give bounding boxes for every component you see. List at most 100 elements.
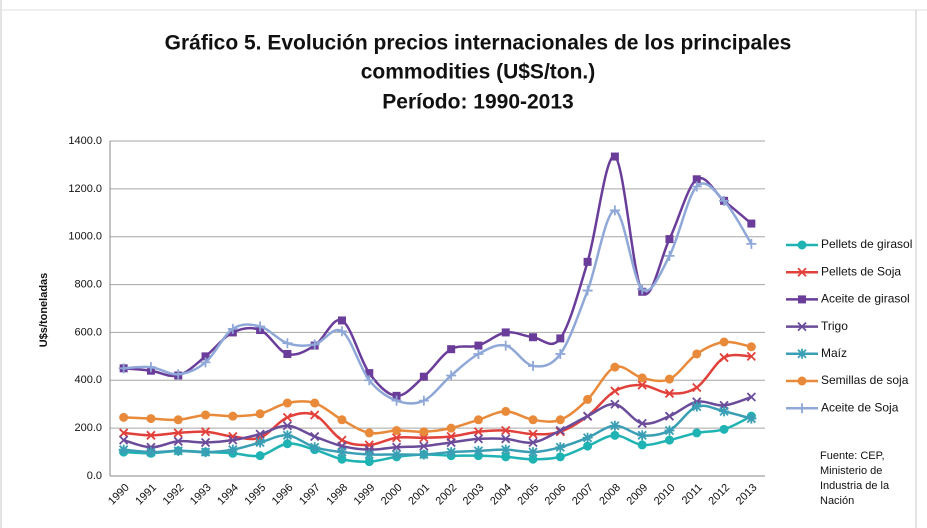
- marker: [310, 431, 320, 442]
- legend-label: Aceite de Soja: [821, 400, 899, 414]
- y-tick-label: 1000.0: [68, 231, 102, 243]
- marker: [583, 394, 593, 404]
- marker: [637, 440, 647, 450]
- marker: [746, 342, 756, 352]
- marker: [582, 432, 593, 443]
- marker: [309, 442, 320, 453]
- marker: [500, 340, 511, 351]
- marker: [637, 430, 648, 441]
- marker: [200, 437, 211, 448]
- marker: [337, 316, 346, 325]
- marker: [255, 321, 266, 332]
- marker: [691, 401, 702, 412]
- marker: [692, 382, 702, 393]
- marker: [118, 444, 129, 455]
- marker: [283, 349, 292, 358]
- source: Ministerio de: [820, 465, 882, 477]
- marker: [582, 411, 593, 421]
- marker: [446, 370, 457, 381]
- marker: [310, 410, 320, 420]
- marker: [719, 406, 730, 417]
- marker: [336, 326, 347, 337]
- marker: [528, 429, 538, 439]
- marker: [555, 442, 566, 453]
- marker: [609, 420, 620, 431]
- marker: [364, 449, 375, 460]
- marker: [555, 415, 565, 425]
- legend-marker: [797, 403, 807, 414]
- marker: [473, 415, 483, 425]
- marker: [528, 454, 538, 464]
- marker: [255, 409, 265, 419]
- legend-label: Maíz: [821, 346, 847, 360]
- marker: [364, 375, 375, 386]
- legend-marker: [797, 376, 807, 386]
- series-line: [123, 395, 752, 451]
- marker: [637, 380, 647, 390]
- source: Nación: [820, 495, 854, 507]
- series: [119, 392, 756, 455]
- marker: [746, 392, 756, 402]
- marker: [173, 428, 183, 438]
- y-tick-label: 0.0: [87, 470, 102, 482]
- marker: [391, 449, 402, 460]
- marker: [447, 345, 456, 354]
- marker: [692, 349, 702, 359]
- marker: [474, 341, 483, 350]
- marker: [528, 415, 538, 425]
- marker: [392, 426, 402, 436]
- marker: [664, 425, 675, 436]
- marker: [227, 323, 238, 334]
- marker: [364, 428, 374, 438]
- marker: [419, 427, 429, 437]
- marker: [446, 437, 456, 448]
- marker: [692, 175, 701, 184]
- marker: [145, 447, 156, 458]
- y-tick-label: 1400.0: [68, 135, 102, 147]
- marker: [528, 360, 539, 371]
- marker: [664, 411, 675, 421]
- marker: [419, 441, 429, 451]
- marker: [556, 334, 565, 343]
- series-line: [123, 353, 752, 447]
- marker: [637, 418, 647, 428]
- marker: [200, 427, 211, 437]
- marker: [255, 429, 265, 439]
- marker: [255, 451, 265, 461]
- marker: [501, 425, 511, 436]
- marker: [746, 238, 757, 249]
- y-tick-label: 600.0: [74, 326, 102, 338]
- marker: [501, 328, 510, 337]
- marker: [337, 415, 347, 425]
- marker: [200, 447, 211, 458]
- marker: [227, 444, 238, 455]
- legend-label: Pellets de girasol: [821, 237, 912, 251]
- marker: [529, 333, 538, 342]
- marker: [310, 398, 320, 408]
- marker: [337, 454, 347, 464]
- y-tick-label: 1200.0: [68, 183, 102, 195]
- legend-label: Aceite de girasol: [821, 292, 910, 306]
- marker: [119, 412, 129, 422]
- marker: [719, 424, 729, 434]
- marker: [609, 205, 620, 216]
- marker: [610, 362, 620, 372]
- marker: [746, 413, 757, 424]
- marker: [282, 430, 293, 441]
- source: Fuente: CEP,: [820, 450, 885, 462]
- marker: [583, 257, 592, 266]
- marker: [146, 430, 156, 440]
- marker: [255, 437, 266, 448]
- marker: [692, 428, 702, 438]
- marker: [555, 452, 565, 462]
- marker: [501, 452, 511, 462]
- marker: [391, 442, 402, 452]
- legend-label: Pellets de Soja: [821, 264, 901, 278]
- marker: [391, 433, 402, 443]
- source: Industria de la: [820, 480, 890, 492]
- marker: [664, 388, 675, 399]
- marker: [364, 457, 374, 467]
- marker: [173, 445, 184, 456]
- marker: [500, 444, 511, 455]
